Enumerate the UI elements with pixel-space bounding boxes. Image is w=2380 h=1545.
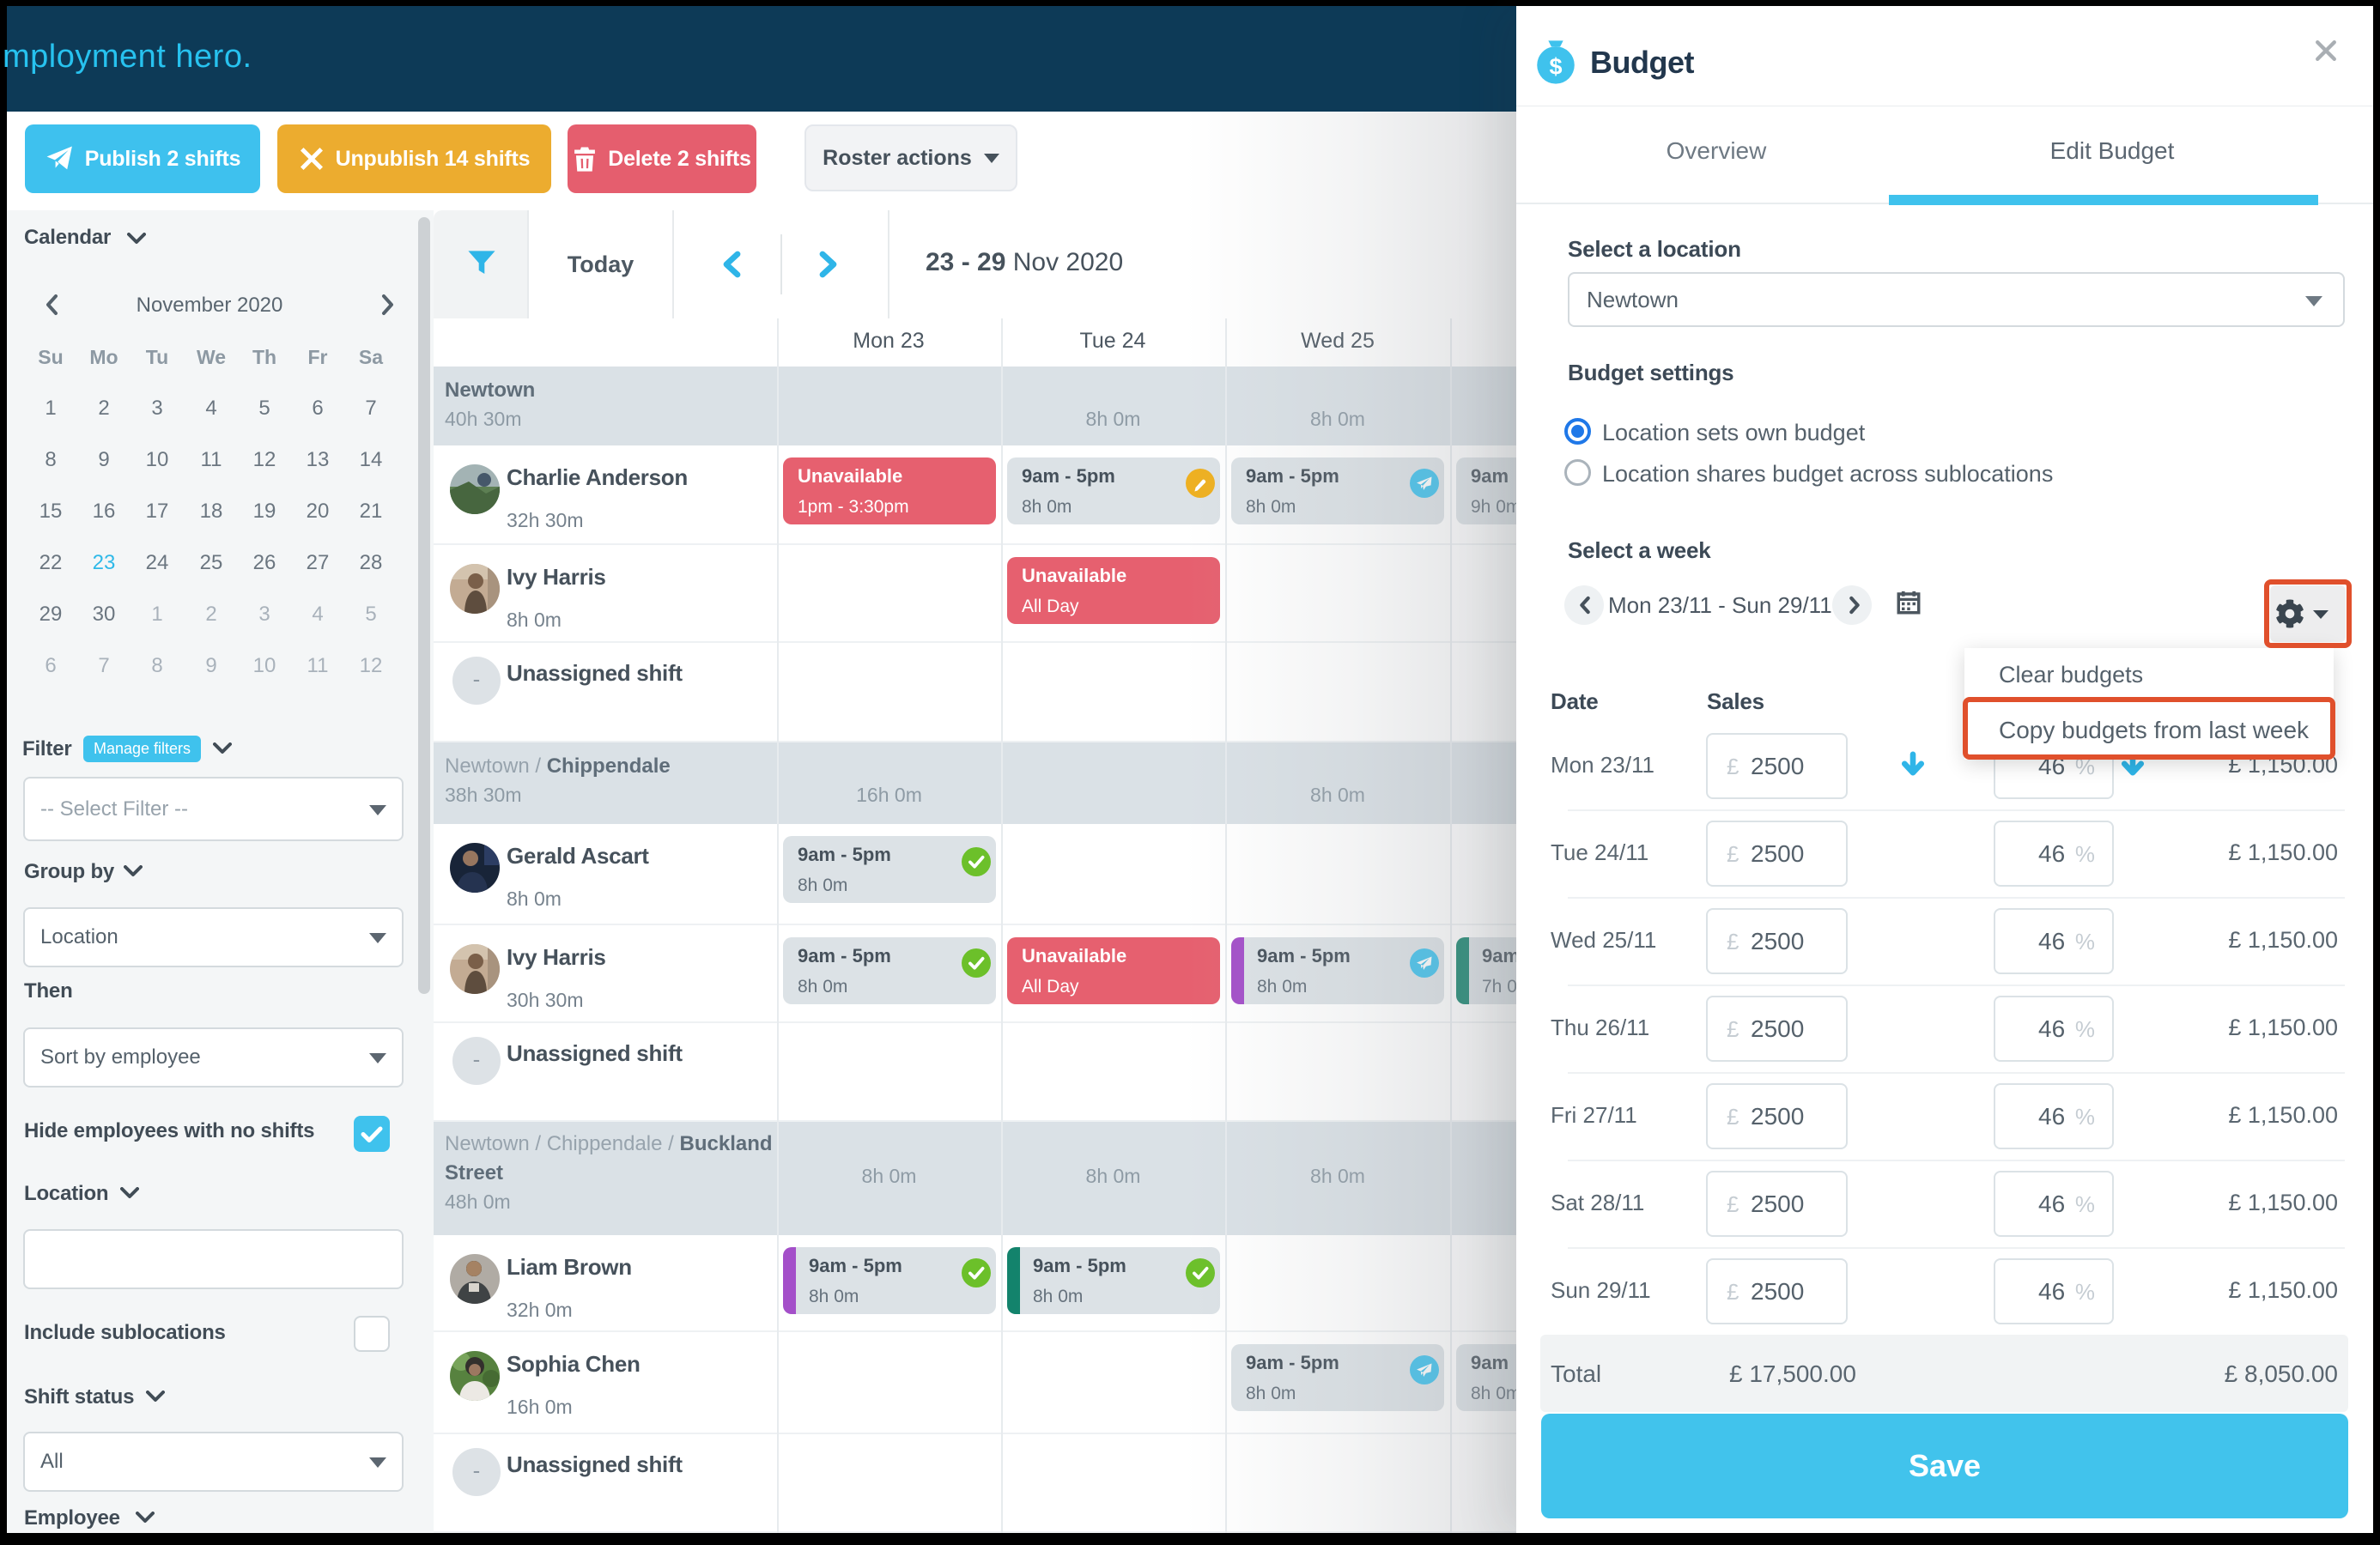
svg-text:$: $: [1550, 53, 1563, 79]
